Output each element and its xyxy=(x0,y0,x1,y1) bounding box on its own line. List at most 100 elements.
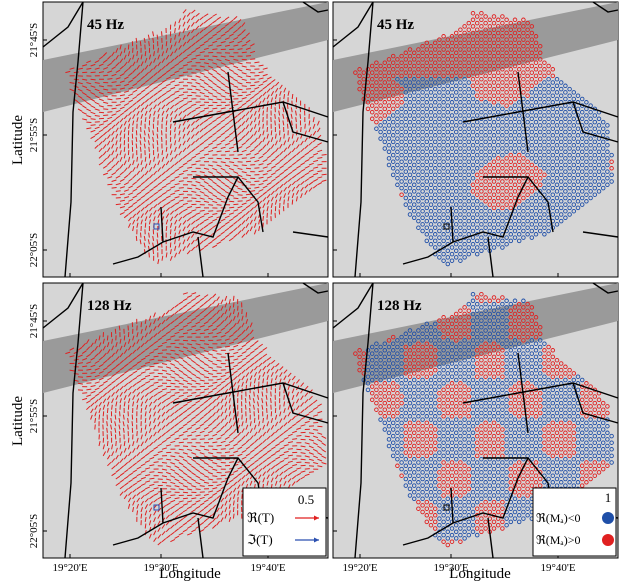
induction-arrow xyxy=(136,236,137,241)
induction-arrow xyxy=(280,405,281,410)
induction-arrow xyxy=(263,223,264,228)
induction-arrow xyxy=(288,449,293,450)
induction-arrow xyxy=(157,35,158,40)
induction-arrow xyxy=(183,439,188,440)
induction-arrow xyxy=(162,463,167,464)
induction-arrow xyxy=(166,41,167,46)
induction-arrow xyxy=(116,204,121,205)
y-tick-label: 21°55'S xyxy=(28,118,40,153)
induction-arrow xyxy=(91,72,96,73)
induction-arrow xyxy=(175,347,180,348)
induction-arrow xyxy=(287,104,288,109)
induction-arrow xyxy=(132,140,133,145)
induction-arrow xyxy=(78,377,83,378)
legend: 0.5ℜ(T)ℑ(T) xyxy=(243,488,326,556)
induction-arrow xyxy=(212,49,217,50)
induction-arrow xyxy=(107,428,108,433)
induction-arrow xyxy=(107,441,108,446)
induction-arrow xyxy=(322,155,327,156)
induction-arrow xyxy=(301,127,302,132)
induction-arrow xyxy=(145,223,146,228)
induction-arrow xyxy=(229,56,234,57)
induction-arrow xyxy=(166,147,167,152)
induction-arrow xyxy=(124,335,125,340)
induction-arrow xyxy=(191,73,196,74)
induction-arrow xyxy=(116,441,117,446)
induction-arrow xyxy=(254,62,259,63)
induction-arrow xyxy=(280,97,281,102)
induction-arrow xyxy=(107,335,108,340)
induction-arrow xyxy=(183,393,188,394)
induction-arrow xyxy=(242,198,247,199)
induction-arrow xyxy=(254,168,259,169)
induction-arrow xyxy=(158,353,163,354)
induction-arrow xyxy=(233,507,234,512)
induction-arrow xyxy=(183,198,188,199)
induction-arrow xyxy=(162,130,163,135)
legend-scale: 0.5 xyxy=(298,492,314,507)
induction-arrow xyxy=(191,333,196,334)
induction-arrow xyxy=(91,125,96,126)
induction-arrow xyxy=(225,472,230,473)
induction-arrow xyxy=(292,94,293,99)
induction-arrow xyxy=(212,56,217,57)
induction-arrow xyxy=(137,51,138,56)
induction-arrow xyxy=(267,415,268,420)
induction-arrow xyxy=(107,99,112,100)
induction-arrow xyxy=(305,436,310,437)
induction-arrow xyxy=(183,446,188,447)
induction-arrow xyxy=(82,393,87,394)
induction-arrow xyxy=(170,489,175,490)
induction-arrow xyxy=(157,140,158,145)
induction-arrow xyxy=(170,389,175,390)
induction-arrow xyxy=(183,492,188,493)
induction-arrow xyxy=(212,442,217,443)
induction-arrow xyxy=(107,112,112,113)
induction-arrow xyxy=(242,52,247,53)
map-panel: 128 Hz1ℜ(Mₐ)<0ℜ(Mₐ)>0 xyxy=(333,283,618,558)
induction-arrow xyxy=(149,252,150,257)
induction-arrow xyxy=(183,72,188,73)
induction-arrow xyxy=(238,392,239,397)
induction-arrow xyxy=(267,107,268,112)
induction-arrow xyxy=(162,45,163,50)
induction-arrow xyxy=(166,380,171,381)
panel-label: 45 Hz xyxy=(377,17,414,33)
induction-arrow xyxy=(225,105,230,106)
induction-arrow xyxy=(132,421,133,426)
induction-arrow xyxy=(162,377,167,378)
induction-arrow xyxy=(292,200,293,205)
legend-label: ℑ(T) xyxy=(247,532,273,547)
induction-arrow xyxy=(292,459,297,460)
induction-arrow xyxy=(221,475,226,476)
induction-arrow xyxy=(250,59,255,60)
x-tick-label: 19°40'E xyxy=(250,562,285,574)
induction-arrow xyxy=(107,421,108,426)
induction-arrow xyxy=(136,144,137,149)
induction-arrow xyxy=(141,514,142,519)
induction-arrow xyxy=(200,105,205,106)
induction-arrow xyxy=(217,340,222,341)
induction-arrow xyxy=(149,478,154,479)
induction-arrow xyxy=(245,398,246,403)
induction-arrow xyxy=(112,188,117,189)
induction-arrow xyxy=(233,198,238,199)
induction-arrow xyxy=(153,144,154,149)
induction-arrow xyxy=(271,398,272,403)
panel-label: 128 Hz xyxy=(87,298,132,314)
induction-arrow xyxy=(191,340,196,341)
induction-arrow xyxy=(133,153,134,158)
induction-arrow xyxy=(263,124,264,129)
induction-arrow xyxy=(124,147,125,152)
induction-arrow xyxy=(103,109,108,110)
induction-arrow xyxy=(103,115,108,116)
induction-arrow xyxy=(179,82,184,83)
y-tick-label: 22°05'S xyxy=(28,233,40,268)
induction-arrow xyxy=(287,124,288,129)
induction-arrow xyxy=(120,411,121,416)
induction-arrow xyxy=(296,117,297,122)
induction-arrow xyxy=(221,343,226,344)
induction-arrow xyxy=(242,158,247,159)
induction-arrow xyxy=(238,411,239,416)
induction-arrow xyxy=(166,121,167,126)
